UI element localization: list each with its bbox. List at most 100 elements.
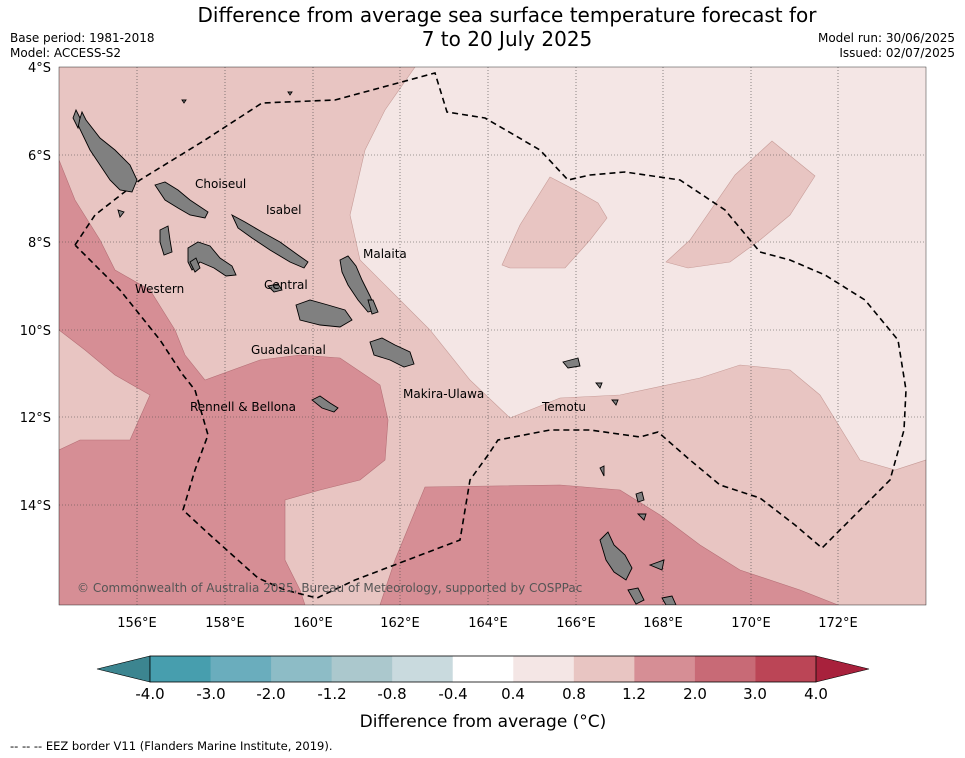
colorbar-segment (513, 656, 575, 682)
label-western: Western (135, 282, 184, 296)
maewo-island (648, 559, 665, 571)
colorbar-segment (634, 656, 696, 682)
label-isabel: Isabel (266, 203, 301, 217)
lon-label: 164°E (468, 616, 508, 631)
label-temotu: Temotu (541, 400, 586, 414)
malakula-island (627, 587, 645, 605)
lon-label: 162°E (380, 616, 420, 631)
lon-label: 172°E (818, 616, 858, 631)
lat-label: 12°S (20, 411, 51, 426)
label-malaita: Malaita (363, 247, 407, 261)
colorbar-over-arrow (815, 655, 870, 683)
colorbar-segment (210, 656, 272, 682)
map-frame (58, 66, 927, 606)
lat-label: 10°S (20, 324, 51, 339)
guadalcanal-island (295, 299, 353, 328)
anomaly-patch-0.8-1.2-b (665, 140, 816, 269)
colorbar-tick: -0.4 (438, 685, 467, 703)
colorbar-segment (694, 656, 756, 682)
colorbar-segment (452, 656, 514, 682)
colorbar-segments (150, 656, 817, 682)
colorbar-tick: 0.8 (562, 685, 586, 703)
colorbar-tick: 0.4 (501, 685, 525, 703)
model-run-text: Model run: 30/06/2025 (817, 31, 955, 45)
title-line-2: 7 to 20 July 2025 (421, 27, 593, 51)
bougainville-island (77, 110, 138, 193)
vanua-lava-island (636, 513, 647, 521)
colorbar-tick: -1.2 (317, 685, 346, 703)
model-name-text: Model: ACCESS-S2 (10, 46, 122, 60)
tikopia-island (611, 399, 619, 406)
base-period-text: Base period: 1981-2018 (10, 31, 155, 45)
label-rennell-bellona: Rennell & Bellona (190, 400, 296, 414)
title-line-1: Difference from average sea surface temp… (197, 3, 817, 27)
colorbar-segment (271, 656, 333, 682)
issued-text: Issued: 02/07/2025 (839, 46, 955, 60)
isabel-island (231, 213, 309, 269)
rennell-island (311, 395, 339, 413)
lon-label: 158°E (205, 616, 245, 631)
anomaly-band-1.2-2.0-west (59, 159, 389, 605)
torres-islands (599, 465, 605, 477)
colorbar-segment (331, 656, 393, 682)
rendova-island (189, 257, 201, 273)
lat-label: 4°S (28, 61, 51, 76)
gaua-island (635, 491, 645, 503)
vanikoro-island (595, 382, 603, 389)
colorbar-label: Difference from average (°C) (360, 712, 607, 732)
label-makira-ulawa: Makira-Ulawa (403, 387, 484, 401)
buka-island (72, 108, 81, 130)
lat-label: 6°S (28, 149, 51, 164)
colorbar-tick: -4.0 (135, 685, 164, 703)
eez-border (74, 72, 907, 599)
latitude-labels: 4°S 6°S 8°S 10°S 12°S 14°S (20, 61, 51, 514)
colorbar-tick: 1.2 (622, 685, 646, 703)
graticule (59, 67, 926, 605)
colorbar-frame (149, 655, 817, 683)
nuguria-island (181, 99, 187, 104)
colorbar-segment (573, 656, 635, 682)
colorbar: -4.0 -3.0 -2.0 -1.2 -0.8 -0.4 0.4 0.8 1.… (96, 655, 870, 732)
colorbar-under-arrow (96, 655, 151, 683)
choiseul-island (154, 181, 209, 219)
new-georgia-island (187, 241, 237, 277)
anomaly-map (59, 67, 926, 605)
colorbar-tick: -0.8 (377, 685, 406, 703)
ontong-java-island (287, 91, 293, 96)
label-guadalcanal: Guadalcanal (251, 343, 326, 357)
label-central: Central (264, 278, 308, 292)
label-choiseul: Choiseul (195, 177, 246, 191)
copyright-text: © Commonwealth of Australia 2025, Bureau… (77, 581, 582, 595)
colorbar-tick: -2.0 (256, 685, 285, 703)
longitude-labels: 156°E 158°E 160°E 162°E 164°E 166°E 168°… (117, 616, 858, 631)
colorbar-segment (150, 656, 212, 682)
chart-title: Difference from average sea surface temp… (0, 3, 965, 51)
espiritu-santo-island (599, 531, 633, 581)
vella-lavella-island (159, 225, 173, 256)
colorbar-ticks: -4.0 -3.0 -2.0 -1.2 -0.8 -0.4 0.4 0.8 1.… (135, 685, 828, 703)
colorbar-tick: 4.0 (804, 685, 828, 703)
santa-cruz-island (562, 357, 581, 369)
maramasike-island (367, 299, 379, 315)
eez-legend-note: -- -- -- EEZ border V11 (Flanders Marine… (10, 739, 333, 753)
lon-label: 168°E (643, 616, 683, 631)
florida-islands (267, 283, 283, 293)
lon-label: 160°E (293, 616, 333, 631)
lat-label: 14°S (20, 499, 51, 514)
colorbar-tick: 3.0 (743, 685, 767, 703)
colorbar-segment (392, 656, 454, 682)
run-info: Model run: 30/06/2025 Issued: 02/07/2025 (818, 31, 955, 61)
lon-label: 166°E (556, 616, 596, 631)
colorbar-segment (755, 656, 817, 682)
anomaly-patch-0.8-1.2-a (501, 176, 608, 269)
shortland-island (117, 209, 125, 218)
lat-label: 8°S (28, 236, 51, 251)
colorbar-tick: 2.0 (683, 685, 707, 703)
makira-island (369, 337, 415, 368)
lon-label: 156°E (117, 616, 157, 631)
region-labels: Choiseul Isabel Malaita Western Central … (135, 177, 586, 414)
lon-label: 170°E (731, 616, 771, 631)
model-info: Base period: 1981-2018 Model: ACCESS-S2 (10, 31, 155, 61)
colorbar-tick: -3.0 (196, 685, 225, 703)
